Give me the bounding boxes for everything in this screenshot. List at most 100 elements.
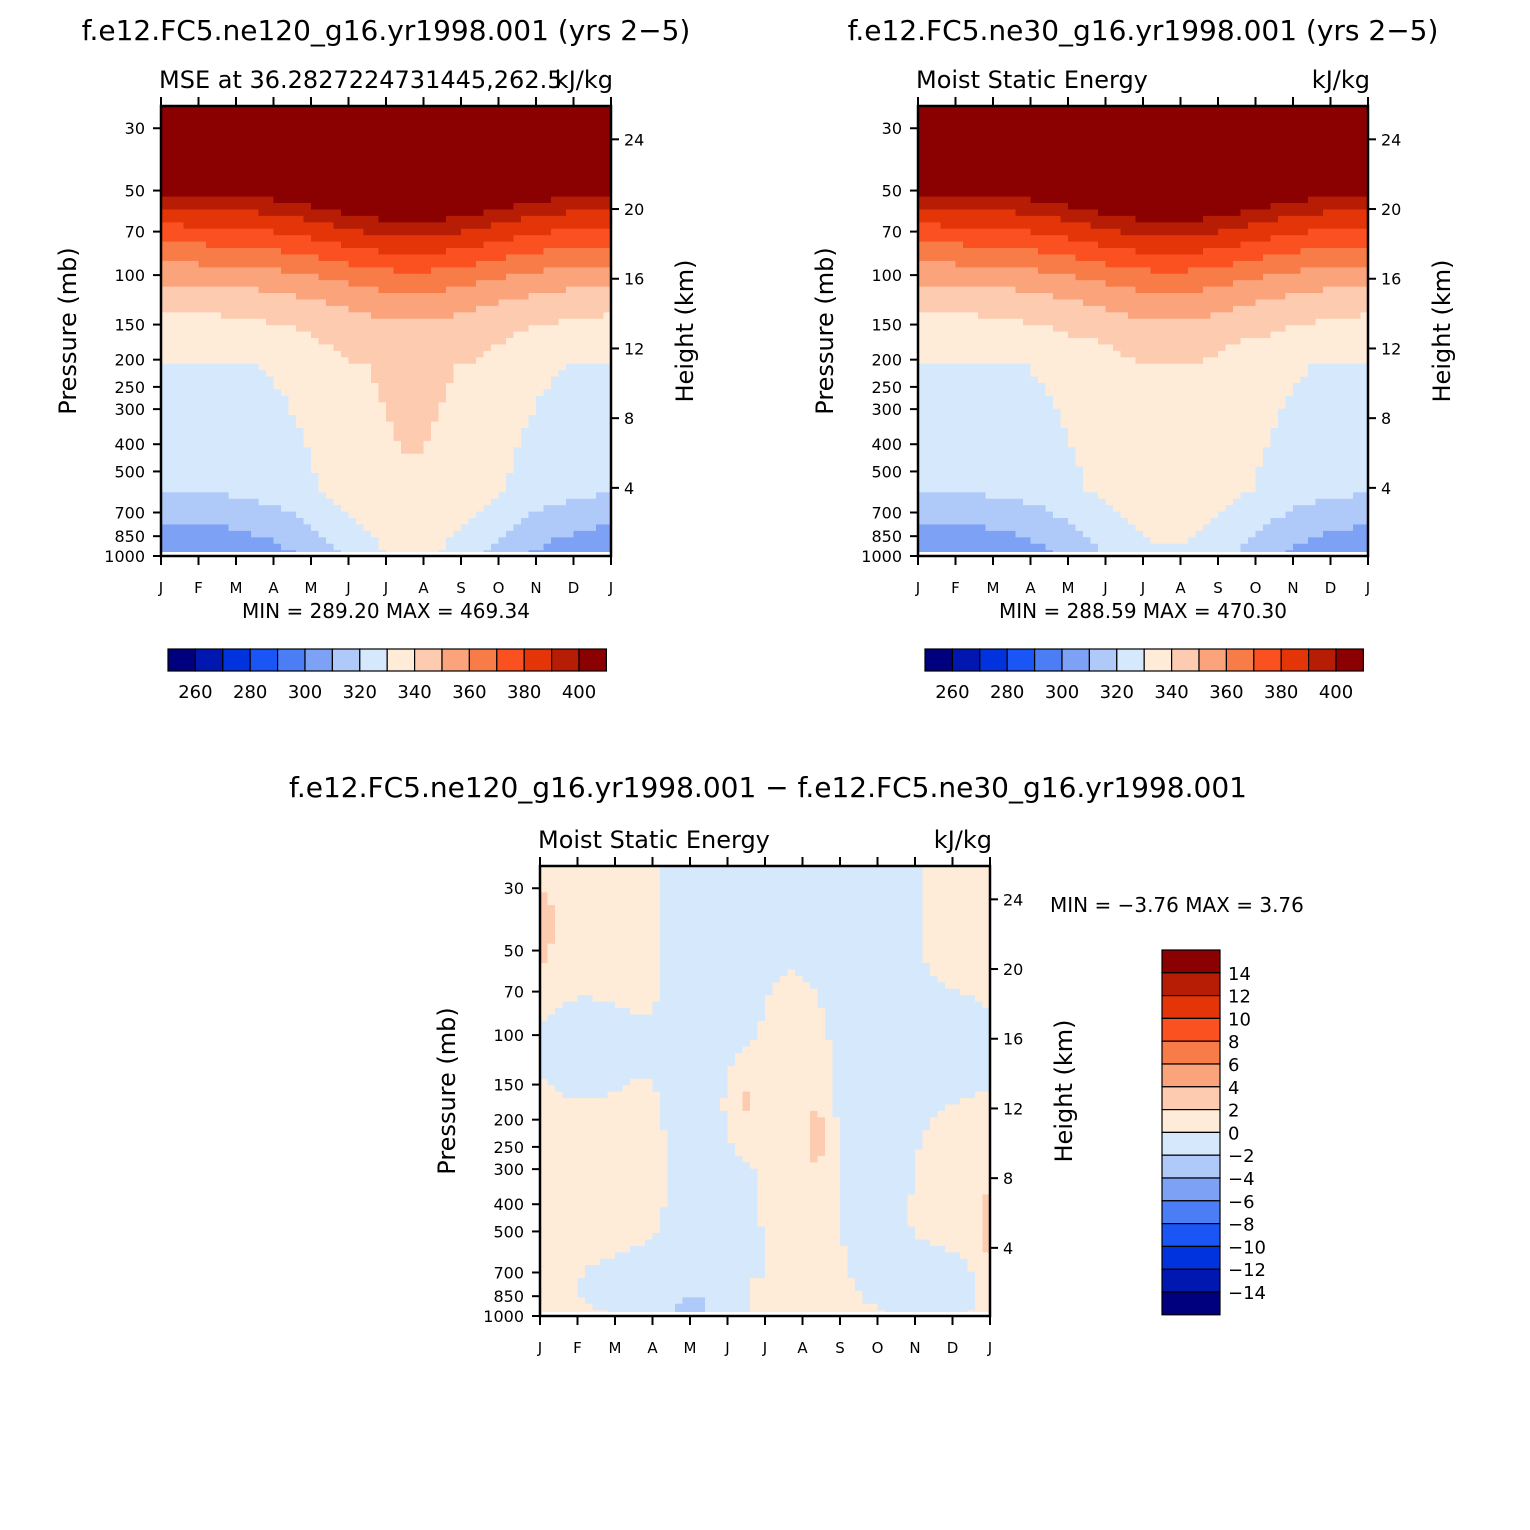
panel2-cell [1098,543,1107,551]
panel1-cell [318,279,327,287]
panel1-cell [408,459,417,467]
panel1-cell [266,286,275,294]
panel1-cell [221,311,230,319]
panel1-cell [423,536,432,544]
panel2-cell [1255,543,1264,551]
panel1-cell [543,311,552,319]
panel2-cell [955,543,964,551]
panel1-cell [198,324,207,332]
panel1-cell [266,228,275,236]
panel1-cell [573,247,582,255]
panel1-cell [318,485,327,493]
panel1-cell [311,337,320,345]
panel1-cell [183,427,192,435]
panel1-cell [176,298,185,306]
panel1-cell [281,388,290,396]
panel1-cell [423,279,432,287]
panel1-cell [243,247,252,255]
panel1-cell [588,433,597,441]
panel1-cell [356,112,365,120]
panel1-cell [288,453,297,461]
panel1-cell [506,401,515,409]
panel1-cell [528,446,537,454]
panel1-cell [588,337,597,345]
panel1-cell [468,131,477,139]
panel1-cell [198,376,207,384]
panel1-cell [393,498,402,506]
panel1-cell [603,408,612,416]
panel1-cell [288,491,297,499]
panel1-cell [393,260,402,268]
panel1-cell [408,498,417,506]
panel2-cell [1323,517,1332,525]
panel1-cell [288,247,297,255]
panel1-cell [176,170,185,178]
panel1-cell [221,343,230,351]
panel1-cell [213,498,222,506]
panel1-cell [393,331,402,339]
panel1-cell [528,318,537,326]
panel2-cell [1075,517,1084,525]
panel1-cell [386,433,395,441]
panel1-cell [326,286,335,294]
panel1-cell [513,151,522,159]
panel2-cell [1090,498,1099,506]
panel1-cell [243,376,252,384]
panel1-cell [318,504,327,512]
panel1-cell [341,433,350,441]
panel1-cell [596,170,605,178]
panel2-cell [993,511,1002,519]
panel2-cell [985,517,994,525]
panel1-cell [423,138,432,146]
panel1-cell [318,125,327,133]
panel2-cell [1015,523,1024,531]
panel1-cell [498,498,507,506]
panel1-cell [453,106,462,114]
panel2-cell [1045,478,1054,486]
panel1-cell [183,472,192,480]
panel1-cell [281,125,290,133]
panel2-cell [1180,485,1189,493]
panel1-cell [386,485,395,493]
panel1-cell [588,208,597,216]
panel1-cell [438,247,447,255]
panel1-cell [476,234,485,242]
panel2-cell [1143,523,1152,531]
panel1-cell [431,234,440,242]
panel1-cell [386,446,395,454]
panel1-colorbar-box [304,648,333,672]
panel1-cell [228,189,237,197]
panel1-cell [266,498,275,506]
panel2-cell [985,478,994,486]
panel1-cell [303,421,312,429]
panel1-cell [393,388,402,396]
panel1-cell [281,466,290,474]
panel1-cell [228,350,237,358]
panel2-cell [1158,504,1167,512]
panel2-cell [1308,543,1317,551]
panel1-cell [341,408,350,416]
panel1-cell [258,125,267,133]
panel1-cell [363,401,372,409]
panel1-cell [401,421,410,429]
panel1-cell [371,414,380,422]
panel1-cell [243,144,252,152]
panel1-cell [206,517,215,525]
panel1-cell [491,292,500,300]
panel1-cell [416,151,425,159]
panel1-cell [206,343,215,351]
panel1-cell [543,543,552,551]
panel1-cell [386,363,395,371]
panel1-cell [191,298,200,306]
panel1-cell [266,401,275,409]
panel1-cell [206,311,215,319]
panel1-cell [206,498,215,506]
panel1-xtick-label: N [530,579,541,597]
panel1-cell [273,311,282,319]
panel1-cell [258,106,267,114]
panel2-cell [1240,523,1249,531]
panel1-cell [543,151,552,159]
panel1-cell [266,536,275,544]
panel1-cell [468,183,477,191]
panel1-cell [371,388,380,396]
